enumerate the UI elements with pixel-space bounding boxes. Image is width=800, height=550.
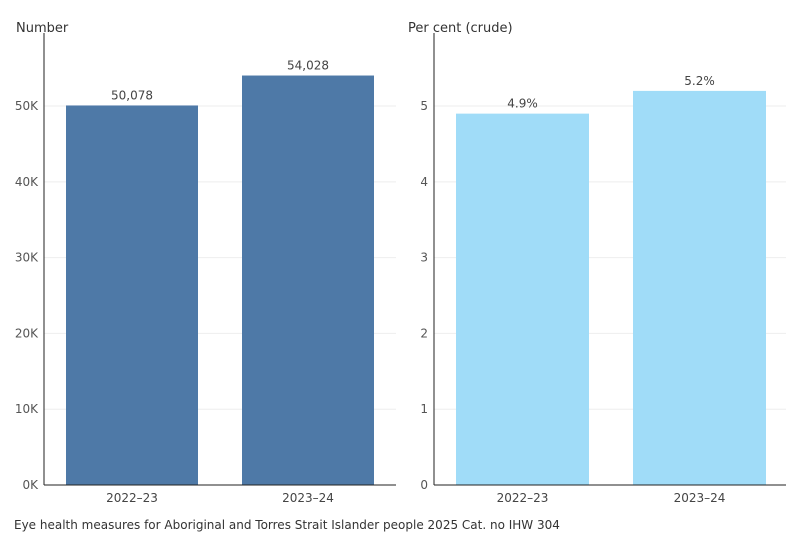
y-tick-label: 0K: [22, 478, 39, 492]
y-tick-label: 4: [420, 175, 428, 189]
bar-value-label: 4.9%: [507, 97, 538, 111]
y-tick-label: 1: [420, 402, 428, 416]
percent-chart: Per cent (crude) 0 1 2 3 4 5 4.9% 2022–23 5.2% 202…: [408, 21, 786, 505]
x-category-label: 2022–23: [497, 491, 549, 505]
y-tick-label: 50K: [15, 99, 39, 113]
bar-2023–24[interactable]: [242, 75, 374, 485]
y-tick-label: 0: [420, 478, 428, 492]
y-tick-label: 20K: [15, 326, 39, 340]
bar-2022–23[interactable]: [456, 113, 589, 485]
x-category-label: 2023–24: [674, 491, 726, 505]
y-tick-label: 10K: [15, 402, 39, 416]
bar-2022–23[interactable]: [66, 105, 198, 485]
number-chart: Number 0K 10K 20K 30K 40K 50K 50,078 2022–23 54,0…: [15, 21, 396, 505]
y-tick-label: 2: [420, 326, 428, 340]
x-category-label: 2023–24: [282, 491, 334, 505]
y-axis-title: Number: [16, 21, 69, 36]
y-tick-label: 3: [420, 251, 428, 265]
bar-value-label: 5.2%: [684, 74, 715, 88]
bar-value-label: 50,078: [111, 88, 153, 102]
source-footer: Eye health measures for Aboriginal and T…: [14, 518, 560, 532]
bar-2023–24[interactable]: [633, 90, 766, 485]
y-tick-label: 5: [420, 99, 428, 113]
x-category-label: 2022–23: [106, 491, 158, 505]
y-axis-title: Per cent (crude): [408, 21, 513, 36]
bar-value-label: 54,028: [287, 59, 329, 73]
y-tick-label: 40K: [15, 175, 39, 189]
y-tick-label: 30K: [15, 251, 39, 265]
